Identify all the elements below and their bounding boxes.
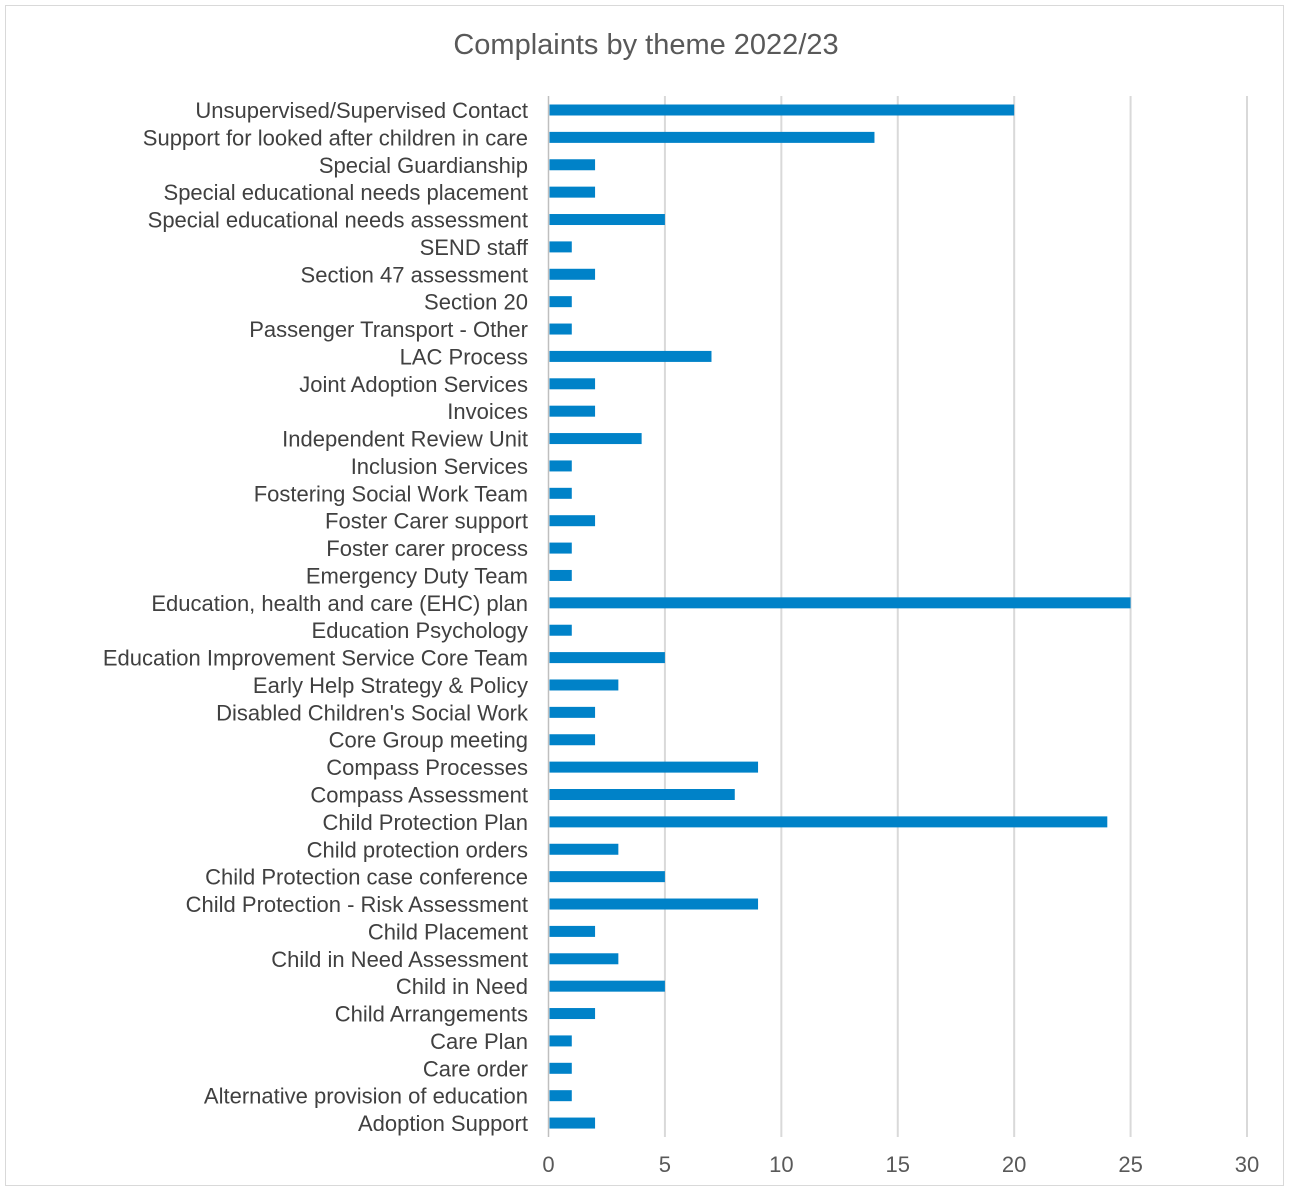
bar [549,1090,572,1102]
bar [549,515,596,527]
category-label: Support for looked after children in car… [143,125,528,150]
bars [549,104,1131,1129]
category-label: Unsupervised/Supervised Contact [195,98,528,123]
category-label: Emergency Duty Team [306,563,528,588]
category-label: Core Group meeting [329,728,528,753]
bar [549,159,596,171]
bar [549,487,572,499]
category-label: Child Placement [368,919,528,944]
bar [549,843,619,855]
category-label: Joint Adoption Services [299,372,528,397]
category-label: Foster carer process [326,536,528,561]
bar [549,214,665,226]
bar [549,789,735,800]
category-label: Child Protection - Risk Assessment [186,892,528,917]
bar [549,871,665,883]
bar [549,980,665,992]
category-label: Inclusion Services [351,454,528,479]
category-label: Education Psychology [312,618,528,643]
x-tick-label: 30 [1235,1152,1259,1177]
category-label: Child Protection case conference [205,865,528,890]
bar [549,268,596,280]
bar [549,350,712,362]
bar [549,761,759,773]
category-label: LAC Process [400,344,528,369]
bar [549,405,596,417]
category-label: Child protection orders [307,837,528,862]
category-label: Invoices [447,399,528,424]
bar [549,597,1131,609]
bar [549,953,619,965]
category-label: Child in Need [396,974,528,999]
category-label: Special Guardianship [319,153,528,178]
category-label: Alternative provision of education [204,1084,528,1109]
chart-title: Complaints by theme 2022/23 [453,29,838,61]
x-tick-label: 0 [542,1152,554,1177]
category-label: Independent Review Unit [282,427,528,452]
bar [549,433,642,445]
bar [549,241,572,253]
category-label: Early Help Strategy & Policy [253,673,528,698]
bar [549,624,572,636]
bar [549,186,596,198]
x-tick-label: 25 [1118,1152,1142,1177]
x-tick-label: 15 [886,1152,910,1177]
category-label: Adoption Support [358,1111,528,1136]
bar [549,378,596,390]
bar [549,706,596,718]
bar [549,898,759,910]
bar [549,816,1108,828]
category-label: Child Protection Plan [323,810,528,835]
bar [549,460,572,472]
category-label: Foster Carer support [325,509,528,534]
bar [549,652,665,664]
bar [549,925,596,937]
bar [549,542,572,554]
bar [549,296,572,308]
x-tick-label: 10 [769,1152,793,1177]
category-label: Education Improvement Service Core Team [103,646,528,671]
category-label: Care Plan [430,1029,528,1054]
category-label: Section 47 assessment [301,262,528,287]
category-label: Section 20 [424,290,528,315]
bar [549,131,875,143]
x-tick-label: 20 [1002,1152,1026,1177]
category-label: Care order [423,1056,528,1081]
bar [549,104,1015,116]
category-label: Special educational needs placement [164,180,528,205]
x-axis-tick-labels: 0 5 10 15 20 25 30 [542,1152,1259,1177]
category-label: Child Arrangements [335,1002,528,1027]
bar [549,323,572,335]
bar [549,1035,572,1047]
x-tick-label: 5 [659,1152,671,1177]
gridlines [547,96,1248,1137]
bar [549,1117,596,1129]
bar [549,569,572,581]
category-label: SEND staff [420,235,529,260]
category-label: Education, health and care (EHC) plan [151,591,528,616]
category-label: Disabled Children's Social Work [216,700,529,725]
category-label: Special educational needs assessment [148,208,528,233]
bar [549,679,619,691]
bar [549,734,596,746]
category-label: Compass Assessment [310,783,528,808]
category-label: Child in Need Assessment [271,947,528,972]
category-label: Passenger Transport - Other [249,317,528,342]
category-label: Fostering Social Work Team [254,481,528,506]
bar [549,1062,572,1074]
category-label: Compass Processes [326,755,528,780]
bar [549,1008,596,1020]
